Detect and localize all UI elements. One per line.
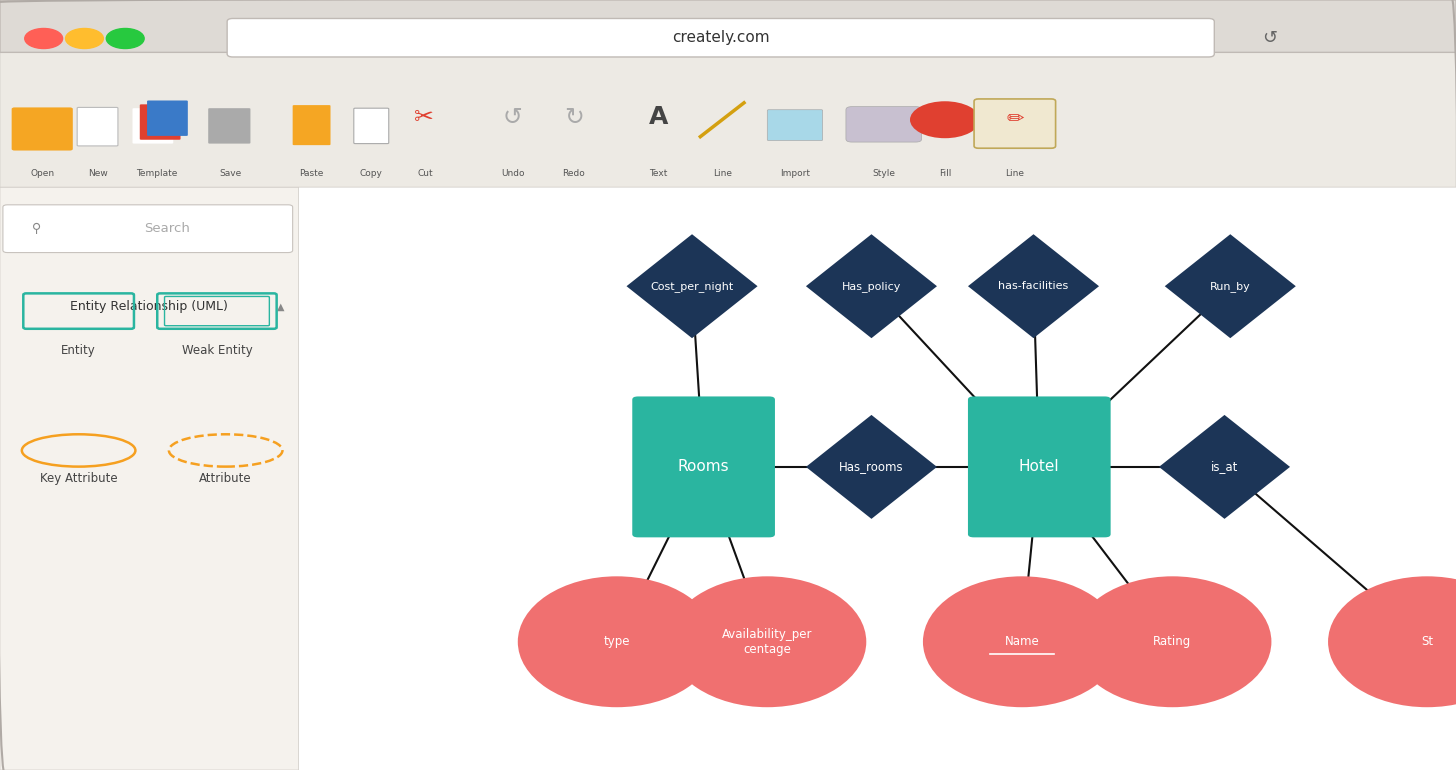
Text: Cut: Cut bbox=[418, 169, 432, 178]
Text: Open: Open bbox=[31, 169, 54, 178]
Text: Undo: Undo bbox=[501, 169, 524, 178]
Text: ✂: ✂ bbox=[414, 105, 434, 129]
Text: Template: Template bbox=[137, 169, 178, 178]
Ellipse shape bbox=[1328, 576, 1456, 707]
Polygon shape bbox=[807, 415, 938, 519]
FancyBboxPatch shape bbox=[354, 109, 389, 144]
Text: Line: Line bbox=[712, 169, 732, 178]
Ellipse shape bbox=[518, 576, 716, 707]
Polygon shape bbox=[1159, 415, 1290, 519]
Text: A: A bbox=[648, 105, 668, 129]
Ellipse shape bbox=[668, 576, 866, 707]
Polygon shape bbox=[1165, 234, 1296, 338]
Text: Weak Entity: Weak Entity bbox=[182, 344, 252, 357]
Text: type: type bbox=[604, 635, 630, 648]
Text: is_at: is_at bbox=[1211, 460, 1238, 474]
FancyBboxPatch shape bbox=[12, 108, 73, 151]
FancyBboxPatch shape bbox=[0, 187, 298, 770]
Text: Has_policy: Has_policy bbox=[842, 281, 901, 292]
FancyBboxPatch shape bbox=[227, 18, 1214, 57]
Circle shape bbox=[66, 28, 103, 49]
Circle shape bbox=[910, 101, 980, 139]
FancyBboxPatch shape bbox=[968, 397, 1111, 537]
FancyBboxPatch shape bbox=[132, 109, 173, 144]
FancyBboxPatch shape bbox=[632, 397, 775, 537]
Text: ▲: ▲ bbox=[277, 302, 285, 311]
FancyBboxPatch shape bbox=[298, 187, 1456, 770]
Text: Rating: Rating bbox=[1153, 635, 1191, 648]
Text: Redo: Redo bbox=[562, 169, 585, 178]
Text: Cost_per_night: Cost_per_night bbox=[651, 281, 734, 292]
Text: Paste: Paste bbox=[300, 169, 323, 178]
FancyBboxPatch shape bbox=[846, 107, 922, 142]
Text: Run_by: Run_by bbox=[1210, 281, 1251, 292]
Text: ↺: ↺ bbox=[502, 105, 523, 129]
FancyBboxPatch shape bbox=[77, 108, 118, 146]
FancyBboxPatch shape bbox=[147, 101, 188, 136]
Text: Search: Search bbox=[144, 223, 191, 235]
Text: ⚲: ⚲ bbox=[32, 223, 41, 235]
Text: Style: Style bbox=[872, 169, 895, 178]
Text: Line: Line bbox=[1005, 169, 1025, 178]
FancyBboxPatch shape bbox=[974, 99, 1056, 149]
Text: Copy: Copy bbox=[360, 169, 383, 178]
Polygon shape bbox=[968, 234, 1099, 338]
Text: Key Attribute: Key Attribute bbox=[39, 473, 118, 485]
Text: Import: Import bbox=[780, 169, 810, 178]
Text: ✏: ✏ bbox=[1006, 109, 1024, 128]
FancyBboxPatch shape bbox=[3, 205, 293, 253]
Text: Availability_per
centage: Availability_per centage bbox=[722, 628, 812, 656]
Text: Rooms: Rooms bbox=[678, 460, 729, 474]
Text: Name: Name bbox=[1005, 635, 1040, 648]
Text: New: New bbox=[87, 169, 108, 178]
FancyBboxPatch shape bbox=[293, 105, 331, 146]
Text: Entity Relationship (UML): Entity Relationship (UML) bbox=[70, 300, 229, 313]
Text: Has_rooms: Has_rooms bbox=[839, 460, 904, 474]
Text: Entity: Entity bbox=[61, 344, 96, 357]
Text: St: St bbox=[1421, 635, 1433, 648]
Text: Fill: Fill bbox=[939, 169, 951, 178]
Text: Save: Save bbox=[218, 169, 242, 178]
Ellipse shape bbox=[1073, 576, 1271, 707]
Circle shape bbox=[25, 28, 63, 49]
Text: Text: Text bbox=[649, 169, 667, 178]
Text: Hotel: Hotel bbox=[1019, 460, 1060, 474]
Ellipse shape bbox=[923, 576, 1121, 707]
FancyBboxPatch shape bbox=[140, 105, 181, 140]
Text: creately.com: creately.com bbox=[671, 30, 770, 45]
Text: ↺: ↺ bbox=[1262, 28, 1277, 47]
Text: ↻: ↻ bbox=[563, 105, 584, 129]
FancyBboxPatch shape bbox=[767, 110, 823, 141]
FancyBboxPatch shape bbox=[0, 0, 1456, 52]
Circle shape bbox=[106, 28, 144, 49]
Polygon shape bbox=[807, 234, 938, 338]
FancyBboxPatch shape bbox=[208, 109, 250, 144]
Text: Attribute: Attribute bbox=[199, 473, 252, 485]
Polygon shape bbox=[626, 234, 757, 338]
FancyBboxPatch shape bbox=[0, 52, 1456, 187]
Text: has-facilities: has-facilities bbox=[999, 281, 1069, 291]
